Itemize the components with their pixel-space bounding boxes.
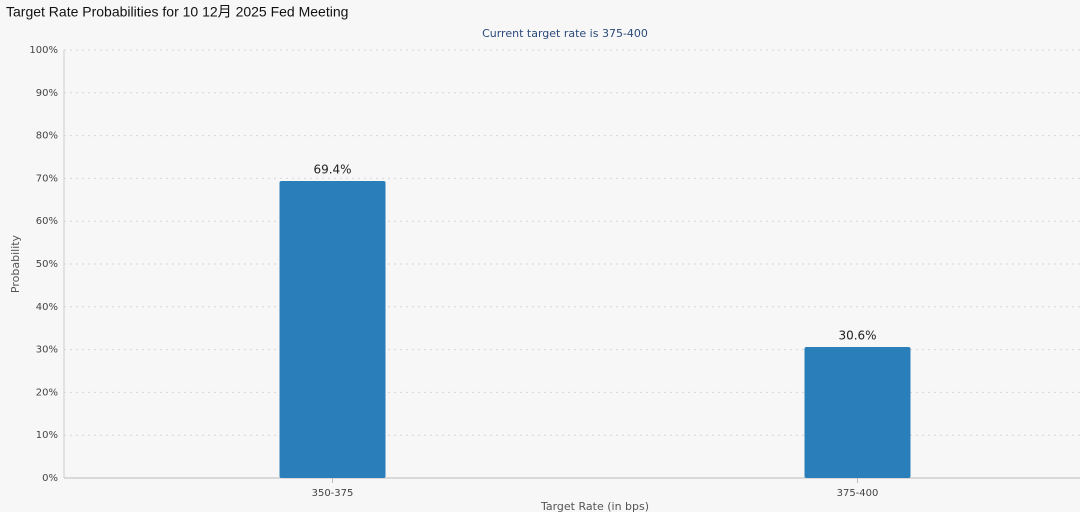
y-tick-label: 90% [36, 88, 58, 99]
y-tick-label: 10% [36, 430, 58, 441]
y-tick-label: 30% [36, 345, 58, 356]
y-tick-label: 60% [36, 216, 58, 227]
y-tick-label: 80% [36, 131, 58, 142]
y-tick-label: 50% [36, 259, 58, 270]
chart-subtitle: Current target rate is 375-400 [482, 27, 648, 40]
y-axis-label: Probability [9, 234, 22, 293]
bar [804, 347, 911, 478]
chart-title: Target Rate Probabilities for 10 12月 202… [6, 4, 348, 20]
value-label: 69.4% [313, 162, 351, 176]
y-tick-label: 100% [29, 45, 58, 56]
x-tick-label: 350-375 [312, 488, 354, 499]
x-axis-label: Target Rate (in bps) [540, 500, 649, 512]
y-tick-label: 0% [42, 473, 58, 484]
x-tick-label: 375-400 [837, 488, 879, 499]
y-tick-label: 40% [36, 302, 58, 313]
bar [279, 180, 386, 478]
value-label: 30.6% [838, 329, 876, 343]
y-tick-label: 70% [36, 173, 58, 184]
y-tick-label: 20% [36, 387, 58, 398]
